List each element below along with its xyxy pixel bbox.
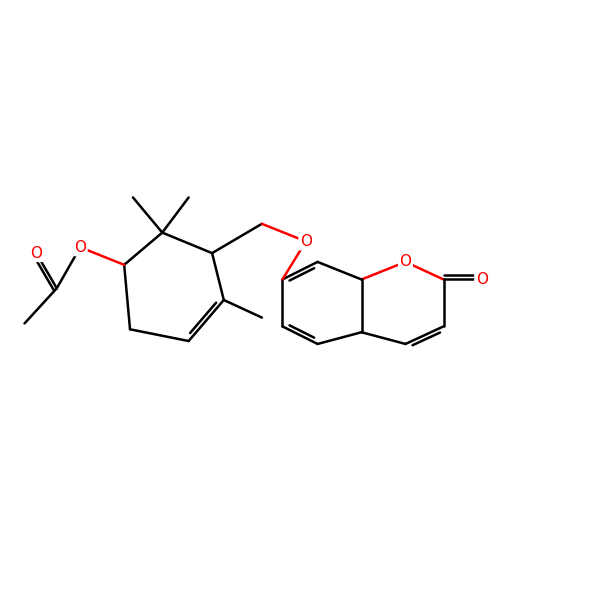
Text: O: O: [476, 272, 488, 287]
Text: O: O: [300, 234, 312, 249]
Text: O: O: [400, 254, 412, 269]
Text: O: O: [74, 240, 86, 255]
Text: O: O: [30, 245, 42, 260]
